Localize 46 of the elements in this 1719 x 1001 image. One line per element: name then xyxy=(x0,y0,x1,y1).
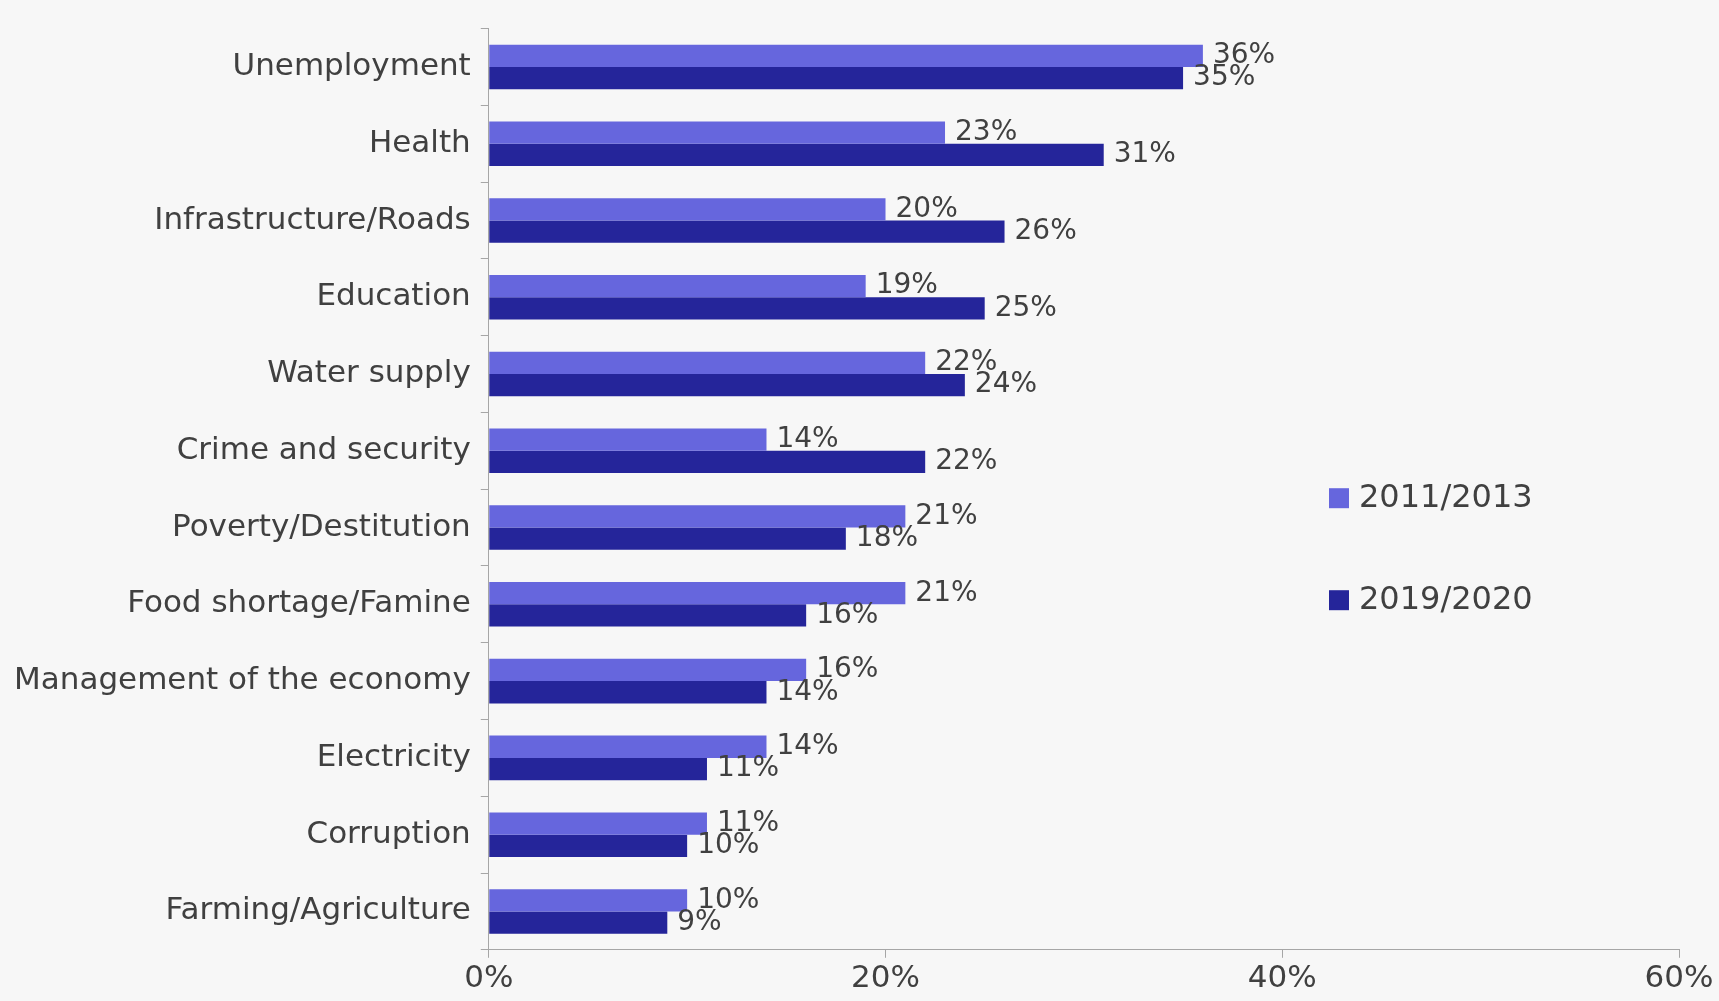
legend-label: 2011/2013 xyxy=(1359,476,1533,515)
data-label: 23% xyxy=(955,113,1018,147)
legend-label: 2019/2020 xyxy=(1359,578,1533,617)
x-tick-label: 0% xyxy=(464,958,514,995)
bar xyxy=(489,428,767,451)
bar xyxy=(489,143,1104,167)
bar xyxy=(489,121,946,144)
data-label: 21% xyxy=(915,497,978,531)
bar xyxy=(489,275,866,298)
x-tick-label: 60% xyxy=(1644,958,1714,995)
y-tick-label: Unemployment xyxy=(232,46,471,83)
y-tick-label: Food shortage/Famine xyxy=(127,583,471,620)
bar xyxy=(489,351,926,375)
y-tick-label: Health xyxy=(368,122,471,159)
y-tick-label: Management of the economy xyxy=(14,660,471,697)
y-tick-label: Education xyxy=(316,276,471,313)
y-tick-label: Water supply xyxy=(267,353,471,390)
x-tick-label: 40% xyxy=(1247,958,1317,995)
y-tick-label: Poverty/Destitution xyxy=(172,506,471,543)
bar xyxy=(489,297,985,320)
y-tick-label: Electricity xyxy=(316,736,471,773)
y-tick-label: Crime and security xyxy=(176,429,471,466)
data-label: 22% xyxy=(935,443,998,477)
data-label: 14% xyxy=(776,420,839,454)
data-label: 26% xyxy=(1014,212,1077,246)
bar xyxy=(489,757,707,781)
bar xyxy=(489,220,1005,243)
x-tick-label: 20% xyxy=(851,958,920,995)
bar xyxy=(489,450,926,474)
bar xyxy=(489,374,965,397)
y-tick-label: Corruption xyxy=(306,813,471,850)
bar xyxy=(489,604,807,627)
y-tick-label: Infrastructure/Roads xyxy=(154,199,471,236)
data-label: 16% xyxy=(816,596,879,630)
bar xyxy=(489,834,688,857)
bar xyxy=(489,66,1184,90)
data-label: 20% xyxy=(895,190,958,224)
data-label: 19% xyxy=(875,267,938,301)
bar xyxy=(489,198,886,221)
bar xyxy=(489,527,846,550)
data-label: 21% xyxy=(915,574,978,608)
bar xyxy=(489,681,767,704)
bar xyxy=(489,911,668,934)
y-tick-label: Farming/Agriculture xyxy=(165,890,471,927)
data-label: 25% xyxy=(994,289,1057,323)
data-label: 31% xyxy=(1113,136,1176,170)
